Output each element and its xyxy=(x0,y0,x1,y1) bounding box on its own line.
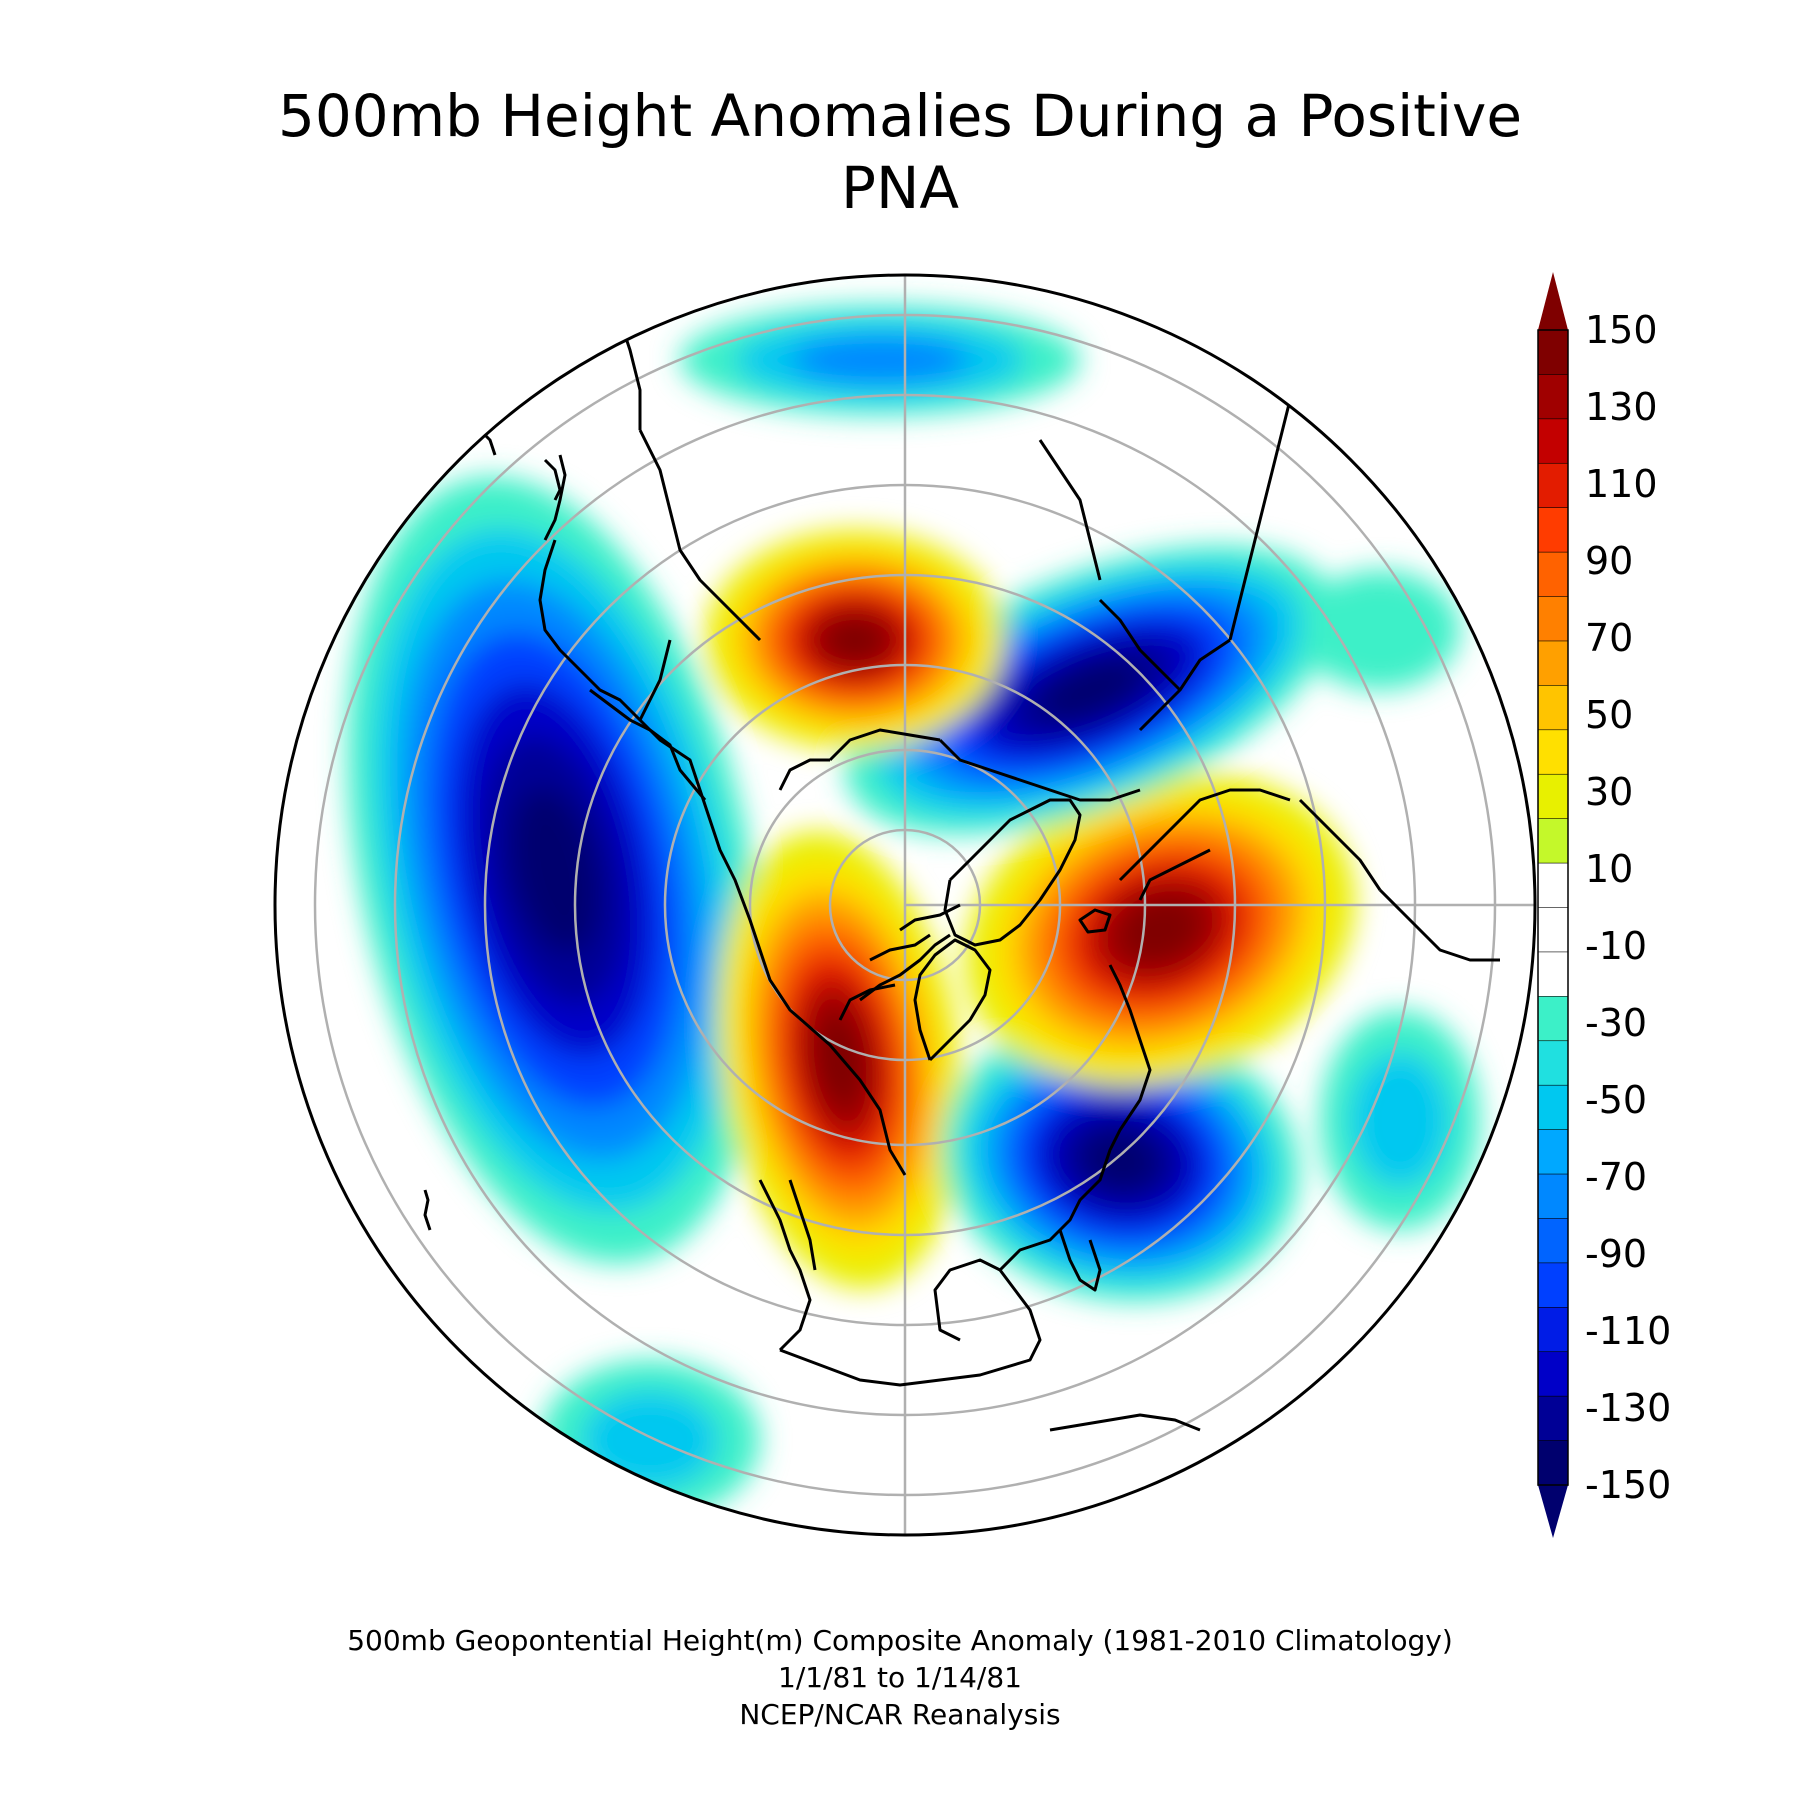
colorbar-tick-label: 10 xyxy=(1585,847,1634,891)
colorbar-min-extension xyxy=(1538,1485,1568,1538)
colorbar-segment xyxy=(1537,907,1569,953)
colorbar-tick-label: 110 xyxy=(1585,462,1658,506)
colorbar-tick-label: -90 xyxy=(1585,1232,1648,1276)
colorbar-segment xyxy=(1537,1173,1569,1220)
anomaly-center xyxy=(1300,570,1460,690)
anomaly-contour xyxy=(1300,570,1460,690)
map-boundary xyxy=(273,273,1537,1537)
title-line-2: PNA xyxy=(840,154,960,222)
anomaly-contour xyxy=(791,335,969,385)
colorbar-tick-label: 70 xyxy=(1585,616,1634,660)
anomaly-center xyxy=(965,773,1355,1087)
chart-title: 500mb Height Anomalies During a Positive… xyxy=(0,80,1800,224)
colorbar-tick-label: -10 xyxy=(1585,924,1648,968)
colorbar-segment xyxy=(1537,862,1569,909)
colorbar-segment xyxy=(1537,1218,1569,1264)
colorbar-segment xyxy=(1537,640,1569,687)
colorbar-tick-label: -30 xyxy=(1585,1001,1648,1045)
coastlines xyxy=(423,289,1500,1432)
footer-line-3: NCEP/NCAR Reanalysis xyxy=(739,1698,1061,1731)
anomaly-center xyxy=(705,530,1005,750)
anomaly-field xyxy=(275,275,1535,1535)
colorbar-segment xyxy=(1537,818,1569,864)
anomaly-contour xyxy=(823,616,887,664)
footer-line-1: 500mb Geopontential Height(m) Composite … xyxy=(347,1624,1453,1657)
colorbar-segment xyxy=(1537,996,1569,1042)
colorbar-segment xyxy=(1537,418,1569,465)
anomaly-contour xyxy=(1118,897,1202,963)
footer-line-2: 1/1/81 to 1/14/81 xyxy=(778,1661,1022,1694)
colorbar-frame xyxy=(1537,329,1569,1486)
anomaly-center xyxy=(680,305,1080,415)
colorbar-segment xyxy=(1537,1262,1569,1309)
colorbar-segment xyxy=(1537,596,1569,642)
colorbar-tick-label: 90 xyxy=(1585,539,1634,583)
colorbar-segment xyxy=(1537,1395,1569,1442)
colorbar-segment xyxy=(1537,1351,1569,1397)
colorbar-segment xyxy=(1537,1040,1569,1086)
colorbar-tick-label: 30 xyxy=(1585,770,1634,814)
colorbar-tick-label: -110 xyxy=(1585,1309,1672,1353)
colorbar-tick-label: -50 xyxy=(1585,1078,1648,1122)
colorbar-segment xyxy=(1537,1307,1569,1353)
anomaly-contour xyxy=(1038,659,1142,721)
graticule xyxy=(313,275,1535,1535)
colorbar-segment xyxy=(1537,329,1569,376)
colorbar-max-extension xyxy=(1538,272,1568,330)
colorbar-segment xyxy=(1537,374,1569,420)
colorbar-segment xyxy=(1537,729,1569,776)
colorbar-tick-label: 130 xyxy=(1585,385,1658,429)
anomaly-contour xyxy=(814,1011,866,1109)
colorbar-segment xyxy=(1537,951,1569,998)
anomaly-center xyxy=(1320,1010,1480,1230)
anomaly-center xyxy=(941,1018,1299,1302)
footer: 500mb Geopontential Height(m) Composite … xyxy=(0,1622,1800,1733)
colorbar-tick-label: -130 xyxy=(1585,1386,1672,1430)
anomaly-contour xyxy=(511,787,599,953)
colorbar-segment xyxy=(1537,773,1569,820)
colorbar-tick-label: -70 xyxy=(1585,1155,1648,1199)
anomaly-center xyxy=(716,831,964,1289)
anomaly-center xyxy=(346,476,764,1264)
colorbar-segment xyxy=(1537,462,1569,509)
colorbar-segment xyxy=(1537,1440,1569,1486)
colorbar-tick-label: 50 xyxy=(1585,693,1634,737)
colorbar-segment xyxy=(1537,1084,1569,1131)
anomaly-contour xyxy=(1350,1052,1450,1188)
colorbar-segment xyxy=(1537,551,1569,598)
colorbar-tick-label: -150 xyxy=(1585,1463,1672,1507)
colorbar-segment xyxy=(1537,507,1569,553)
colorbar-segment xyxy=(1537,685,1569,731)
colorbar-tick-label: 150 xyxy=(1585,308,1658,352)
title-line-1: 500mb Height Anomalies During a Positive xyxy=(277,82,1523,150)
colorbar-segment xyxy=(1537,1129,1569,1175)
